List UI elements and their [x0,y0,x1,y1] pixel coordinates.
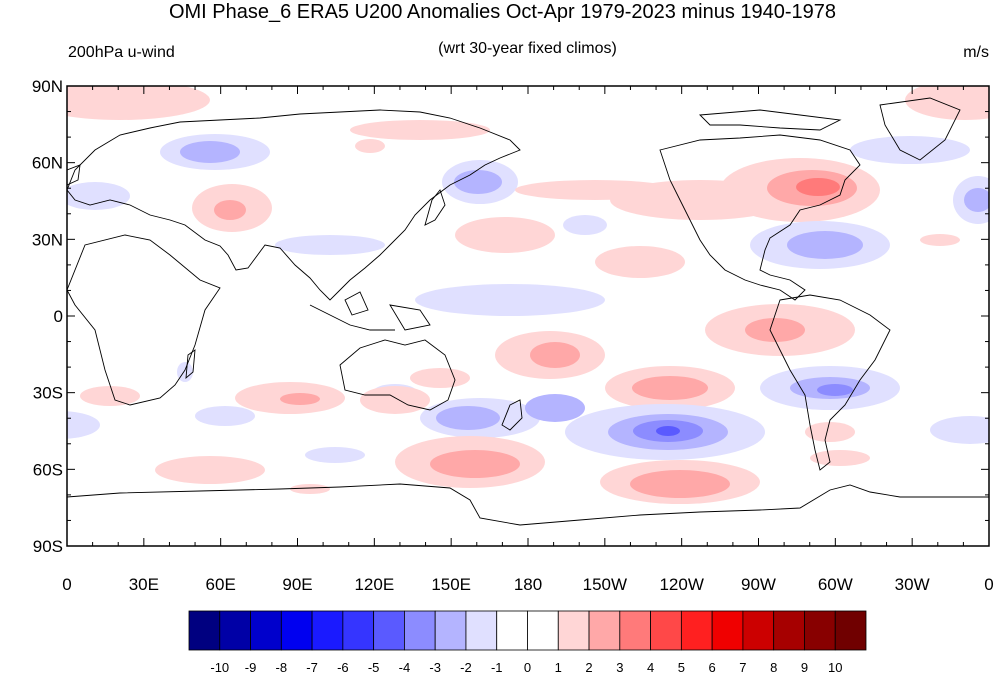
colorbar-label: 10 [828,660,842,675]
colorbar-swatch [742,610,775,651]
colorbar-swatch [188,610,221,651]
lon-tick-label: 180 [514,575,542,594]
lon-tick-label: 30E [129,575,159,594]
colorbar-label: 3 [616,660,623,675]
lat-tick-label: 0 [54,307,63,326]
lon-tick-label: 30W [895,575,930,594]
colorbar-label: -8 [276,660,288,675]
units-label: m/s [963,44,989,61]
colorbar-label: -4 [399,660,411,675]
climatology-note: (wrt 30-year fixed climos) [438,40,617,57]
lon-tick-label: 150W [583,575,627,594]
colorbar-swatch [311,610,344,651]
colorbar-swatch [250,610,282,651]
colorbar-label: 6 [709,660,716,675]
colorbar-label: -9 [245,660,257,675]
lon-tick-label: 120E [354,575,394,594]
colorbar-swatch [680,610,713,651]
lat-tick-label: 90S [33,537,63,556]
lat-tick-label: 90N [32,77,63,96]
colorbar-swatch [711,610,744,651]
colorbar-label: -6 [337,660,349,675]
colorbar-label: -1 [491,660,503,675]
colorbar-label: 4 [647,660,654,675]
colorbar-swatch [834,610,867,651]
lon-tick-label: 90E [282,575,312,594]
colorbar-swatch [434,610,467,651]
colorbar-label: 8 [770,660,777,675]
colorbar-swatch [404,610,436,651]
colorbar-swatch [219,610,251,651]
colorbar-swatch [527,610,559,651]
colorbar-swatch [342,610,375,651]
colorbar-label: -2 [460,660,472,675]
variable-label: 200hPa u-wind [68,44,175,61]
colorbar-swatch [804,610,836,651]
colorbar: -10 -9 -8 -7 -6 -5 -4 -3 -2 -1 0 1 2 3 4 5 6 7 8 9 10 [188,610,867,675]
anomaly-shading [67,86,989,504]
colorbar-label: 1 [555,660,562,675]
lon-tick-label: 0 [984,575,993,594]
colorbar-label: -10 [210,660,229,675]
lat-tick-label: 30N [32,230,63,249]
colorbar-swatch [465,610,498,651]
lat-tick-label: 60S [33,460,63,479]
colorbar-swatch [373,610,405,651]
lon-tick-label: 150E [431,575,471,594]
colorbar-swatch [650,610,682,651]
colorbar-label: 9 [801,660,808,675]
colorbar-label: -5 [368,660,380,675]
colorbar-swatch [496,610,528,651]
colorbar-swatch [773,610,805,651]
lat-tick-label: 60N [32,154,63,173]
map-title: OMI Phase_6 ERA5 U200 Anomalies Oct-Apr … [168,1,837,23]
colorbar-label: 2 [585,660,592,675]
colorbar-label: -7 [306,660,318,675]
colorbar-swatch [557,610,590,651]
colorbar-label: 7 [739,660,746,675]
axis-ticks [66,85,990,547]
lon-tick-label: 60W [818,575,853,594]
axis-tick-labels: 90N 60N 30N 0 30S 60S 90S 0 30E 60E 90E 120E 150E 180… [32,77,994,594]
lon-tick-label: 90W [741,575,776,594]
colorbar-swatch [619,610,651,651]
colorbar-label: 0 [524,660,531,675]
colorbar-label: 5 [678,660,685,675]
lon-tick-label: 0 [62,575,71,594]
lat-tick-label: 30S [33,384,63,403]
colorbar-swatch [280,610,313,651]
lon-tick-label: 120W [659,575,703,594]
colorbar-label: -3 [429,660,441,675]
lon-tick-label: 60E [206,575,236,594]
coastlines [67,97,989,526]
colorbar-swatch [588,610,621,651]
